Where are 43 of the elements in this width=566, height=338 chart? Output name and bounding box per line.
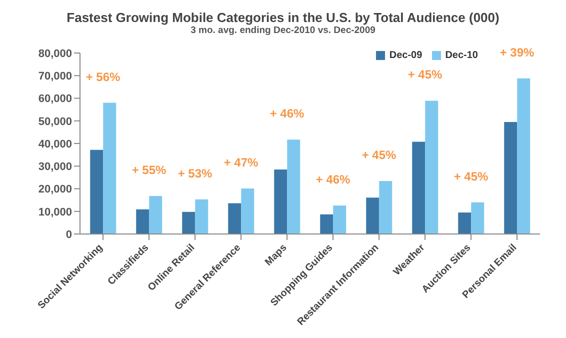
annotation: + 53% <box>178 166 213 180</box>
bar <box>274 170 288 234</box>
annotation: + 45% <box>362 148 397 162</box>
y-tick-label: 30,000 <box>38 161 72 174</box>
bar <box>333 205 346 234</box>
bar <box>241 188 254 234</box>
annotation: + 46% <box>316 172 351 186</box>
bar <box>287 140 300 234</box>
bar <box>136 209 150 234</box>
y-tick-label: 40,000 <box>38 138 72 150</box>
y-tick-label: 70,000 <box>38 70 72 83</box>
bar <box>90 150 104 234</box>
bar <box>195 199 208 234</box>
bar <box>103 102 116 234</box>
annotation: + 45% <box>454 169 489 184</box>
annotation: + 56% <box>86 70 121 84</box>
y-tick-label: 60,000 <box>38 93 72 106</box>
legend-label: Dec-09 <box>389 50 422 61</box>
bar <box>517 78 530 234</box>
annotation: + 47% <box>224 156 259 170</box>
bar <box>182 212 196 234</box>
y-tick-label: 10,000 <box>38 206 72 218</box>
bar <box>366 198 380 234</box>
bar <box>458 212 472 234</box>
y-tick-label: 50,000 <box>38 116 72 128</box>
bar <box>149 196 162 234</box>
bar <box>379 181 392 234</box>
y-tick-label: 0 <box>66 228 72 241</box>
bar <box>471 202 484 234</box>
annotation: + 39% <box>500 45 535 60</box>
chart-title: Fastest Growing Mobile Categories in the U.S. by Total Audience (000) <box>66 9 500 25</box>
y-tick-label: 20,000 <box>38 184 72 196</box>
bar <box>228 203 242 234</box>
annotation: + 46% <box>270 106 305 121</box>
annotation: + 55% <box>132 162 167 177</box>
bar <box>504 122 518 234</box>
legend-label: Dec-10 <box>445 50 478 61</box>
chart-subtitle: 3 mo. avg. ending Dec-2010 vs. Dec-2009 <box>190 25 376 36</box>
bar <box>412 142 426 234</box>
bar <box>425 100 438 234</box>
bar <box>320 214 334 234</box>
annotation: + 45% <box>408 68 443 82</box>
y-tick-label: 80,000 <box>38 48 72 60</box>
